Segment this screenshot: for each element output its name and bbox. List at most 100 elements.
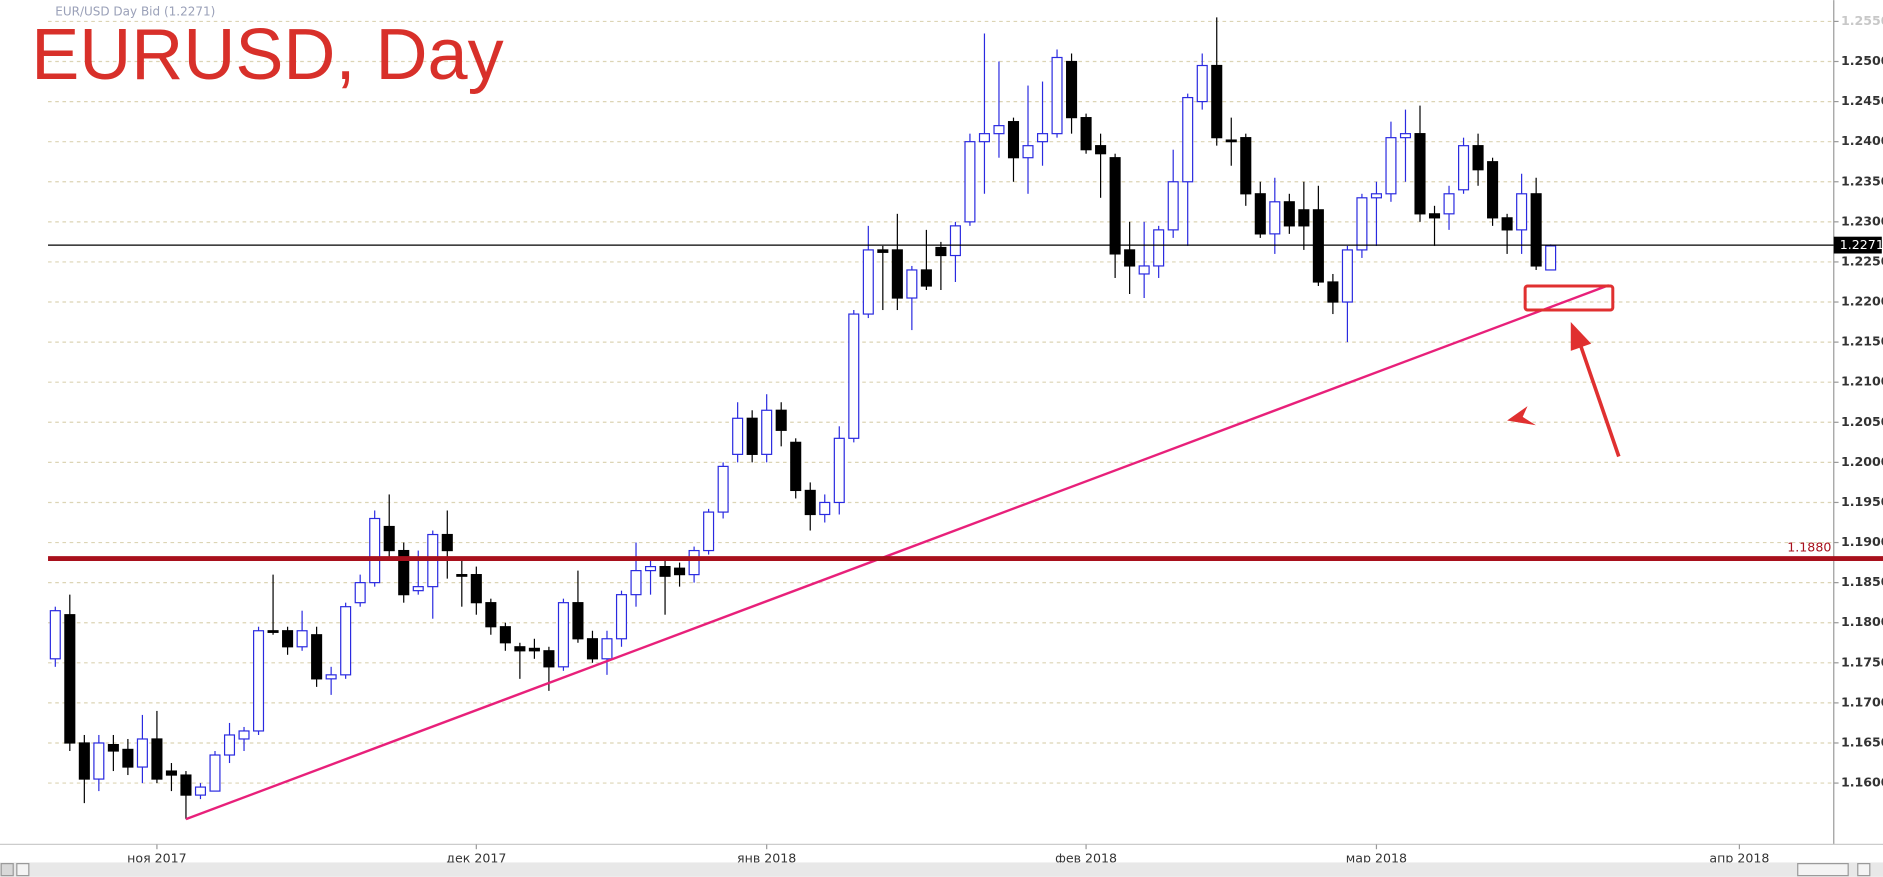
- annotation-arrowhead: [1570, 322, 1592, 351]
- candle-body: [1138, 265, 1150, 275]
- candle-body: [833, 437, 845, 504]
- candle-body: [1501, 217, 1513, 231]
- candle-body: [1022, 145, 1034, 159]
- candle-body: [528, 647, 540, 652]
- candle-body: [993, 125, 1005, 135]
- candle-body: [775, 409, 787, 431]
- x-tick-label: ноя 2017: [127, 850, 187, 865]
- candle-body: [1254, 193, 1266, 235]
- candle-body: [615, 594, 628, 640]
- candle-body: [1487, 161, 1499, 219]
- candle-body: [267, 630, 279, 633]
- candle-body: [369, 517, 381, 584]
- candle-body: [1283, 201, 1295, 227]
- candle-body: [514, 646, 526, 652]
- candle-body: [78, 742, 90, 780]
- candle-body: [499, 626, 511, 644]
- candle-body: [1211, 64, 1223, 139]
- candle-body: [1443, 193, 1455, 215]
- candle-body: [1167, 181, 1179, 231]
- candle-body: [978, 133, 990, 143]
- scroll-left-btn[interactable]: [16, 863, 30, 877]
- candle-body: [165, 770, 177, 776]
- candle-body: [1385, 137, 1397, 195]
- candle-body: [1327, 281, 1339, 303]
- y-tick-label: 1.2200: [1841, 294, 1883, 309]
- scroll-thumb[interactable]: [1797, 863, 1849, 877]
- candle-body: [1341, 249, 1353, 303]
- candle-body: [238, 730, 250, 740]
- candle-body: [877, 249, 889, 253]
- candle-body: [688, 549, 700, 576]
- y-tick-label: 1.1950: [1841, 494, 1883, 509]
- x-tick-label: дек 2017: [446, 850, 506, 865]
- scrollbar: [0, 862, 1883, 877]
- candle-body: [1109, 157, 1121, 255]
- y-tick-label: 1.1800: [1841, 614, 1883, 629]
- candle-body: [717, 465, 729, 513]
- y-tick-label: 1.2400: [1841, 133, 1883, 148]
- candle-body: [1080, 117, 1092, 151]
- candle-body: [1066, 60, 1078, 119]
- candle-body: [340, 606, 352, 676]
- candle-body: [1124, 249, 1136, 267]
- y-tick-label: 1.2500: [1841, 53, 1883, 68]
- candle-body: [920, 269, 932, 287]
- candle-body: [891, 249, 903, 299]
- candle-body: [1356, 197, 1368, 251]
- candle-body: [630, 570, 642, 596]
- y-tick-label: 1.2350: [1841, 173, 1883, 188]
- y-tick-label: 1.1900: [1841, 534, 1883, 549]
- candle-body: [1458, 145, 1470, 191]
- candle-body: [209, 754, 221, 792]
- candle-body: [1007, 121, 1020, 159]
- candle-body: [1153, 229, 1165, 267]
- candle-body: [107, 743, 119, 752]
- candle-body: [253, 630, 265, 732]
- candle-body: [659, 566, 671, 577]
- candle-body: [296, 630, 308, 648]
- candle-body: [282, 630, 294, 648]
- candle-body: [1225, 139, 1237, 143]
- candle-body: [586, 638, 599, 660]
- y-tick-label: 1.2300: [1841, 213, 1883, 228]
- candle-body: [470, 574, 482, 604]
- candle-body: [93, 742, 105, 780]
- candle-body: [1516, 193, 1528, 231]
- scroll-right[interactable]: [1857, 863, 1871, 877]
- candle-body: [64, 614, 76, 744]
- y-tick-label: 1.1750: [1841, 654, 1883, 669]
- candle-body: [819, 501, 831, 516]
- candle-body: [1269, 201, 1281, 235]
- y-tick-label: 1.1850: [1841, 574, 1883, 589]
- trendline: [185, 284, 1610, 821]
- candle-body: [1370, 193, 1382, 199]
- price-label-box: [1833, 236, 1882, 254]
- candle-body: [761, 409, 773, 455]
- candle-body: [151, 738, 163, 780]
- y-tick-label: 1.2050: [1841, 414, 1883, 429]
- candle-body: [601, 638, 613, 660]
- y-tick-label: 1.2150: [1841, 334, 1883, 349]
- y-tick-label: 1.1600: [1841, 775, 1883, 790]
- candle-body: [1530, 193, 1542, 267]
- candle-body: [122, 748, 134, 768]
- candle-body: [906, 269, 918, 299]
- candle-body: [1036, 133, 1049, 143]
- candle-body: [412, 586, 424, 592]
- candle-body: [1095, 145, 1107, 155]
- candle-body: [732, 417, 744, 455]
- candle-body: [1312, 209, 1324, 283]
- candle-body: [325, 674, 337, 680]
- candle-body: [1545, 245, 1557, 271]
- y-tick-label: 1.2100: [1841, 374, 1883, 389]
- candle-body: [674, 567, 686, 576]
- candle-body: [223, 734, 236, 756]
- candle-body: [354, 582, 366, 604]
- candle-body: [1182, 96, 1194, 183]
- scroll-left[interactable]: [0, 863, 14, 877]
- chart-header: EUR/USD Day Bid (1.2271): [55, 5, 215, 19]
- candle-body: [180, 774, 192, 796]
- candle-body: [485, 602, 497, 628]
- chart-title: EURUSD, Day: [31, 15, 503, 95]
